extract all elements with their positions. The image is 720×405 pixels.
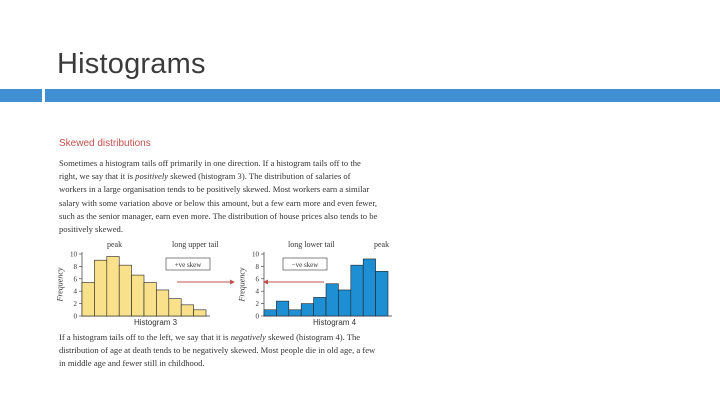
- y-tick-label: 2: [256, 300, 260, 308]
- y-tick-label: 10: [252, 251, 260, 259]
- emphasis-text: negatively: [230, 332, 266, 342]
- histogram-bar: [362, 258, 376, 317]
- histogram-bar: [350, 264, 364, 317]
- histogram-bar: [325, 283, 339, 317]
- slide-title: Histograms: [57, 48, 206, 80]
- hist4-peak-label: peak: [374, 240, 390, 249]
- hist4-tail-label: long lower tail: [288, 240, 335, 249]
- histogram-bar: [118, 264, 132, 317]
- hist3-caption: Histogram 3: [134, 318, 178, 327]
- histogram-bar: [288, 309, 302, 317]
- emphasis-text: positively: [135, 171, 169, 182]
- paragraph-line: workers in a large organisation tends to…: [59, 184, 370, 195]
- y-tick-label: 6: [74, 275, 78, 283]
- accent-bar-gap: [42, 89, 45, 102]
- y-tick-label: 8: [256, 263, 260, 271]
- paragraph-line: positively skewed.: [59, 224, 123, 235]
- paragraph-line: in middle age and fewer still in childho…: [59, 358, 205, 369]
- skew-label: −ve skew: [292, 261, 320, 269]
- histogram-bar: [193, 309, 207, 317]
- paragraph-line: distribution of age at death tends to be…: [59, 345, 376, 356]
- paragraph-line: salary with some variation above or belo…: [59, 197, 377, 208]
- hist4-caption: Histogram 4: [313, 318, 357, 327]
- paragraph-line: right, we say that it is positively skew…: [59, 170, 377, 183]
- histogram-bar: [263, 309, 277, 317]
- paragraph-text: right, we say that it is: [59, 171, 136, 182]
- histogram-bar: [375, 271, 389, 317]
- y-tick-label: 4: [74, 288, 78, 296]
- histogram-bar: [180, 304, 194, 317]
- histogram-bar: [94, 259, 108, 317]
- histogram-4: 0 2 4 6 8 10 −ve skew: [252, 251, 392, 321]
- y-tick-label: 8: [74, 263, 78, 271]
- paragraph-text: If a histogram tails off to the left, we…: [59, 332, 231, 342]
- paragraph-positive-skew: Sometimes a histogram tails off primaril…: [59, 157, 377, 236]
- y-tick-label: 0: [256, 313, 260, 321]
- skew-label: +ve skew: [175, 261, 203, 269]
- y-tick-label: 0: [74, 313, 78, 321]
- skew-arrowhead: [230, 279, 235, 285]
- histogram-bar: [168, 298, 182, 317]
- histogram-3: 0 2 4 6 8 10 +ve skew: [70, 251, 235, 321]
- histogram-bar: [276, 300, 290, 317]
- histogram-bar: [143, 282, 157, 317]
- hist3-peak-label: peak: [107, 240, 123, 249]
- skew-label-box: [165, 257, 211, 271]
- paragraph-text: skewed (histogram 4). The: [266, 332, 361, 342]
- histogram-bar: [156, 289, 170, 317]
- paragraph-negative-skew: If a histogram tails off to the left, we…: [59, 331, 375, 371]
- paragraph-text: skewed (histogram 3). The distribution o…: [168, 171, 351, 182]
- skew-label-box: [282, 257, 328, 271]
- y-tick-label: 4: [256, 288, 260, 296]
- paragraph-line: Sometimes a histogram tails off primaril…: [59, 158, 361, 168]
- histogram-bar: [338, 289, 352, 317]
- histogram-bar: [313, 297, 327, 317]
- skew-arrowhead: [263, 279, 268, 285]
- y-tick-label: 6: [256, 275, 260, 283]
- histogram-bar: [131, 274, 145, 317]
- accent-bar: [0, 89, 720, 102]
- y-tick-label: 10: [70, 251, 78, 259]
- hist3-tail-label: long upper tail: [172, 240, 219, 249]
- paragraph-line: such as the senior manager, earn even mo…: [59, 210, 378, 221]
- histogram-bar: [81, 282, 95, 317]
- histogram-bar: [106, 256, 120, 317]
- paragraph-line: If a histogram tails off to the left, we…: [59, 331, 375, 344]
- histogram-bar: [300, 303, 314, 317]
- section-heading: Skewed distributions: [59, 138, 151, 149]
- y-tick-label: 2: [74, 300, 78, 308]
